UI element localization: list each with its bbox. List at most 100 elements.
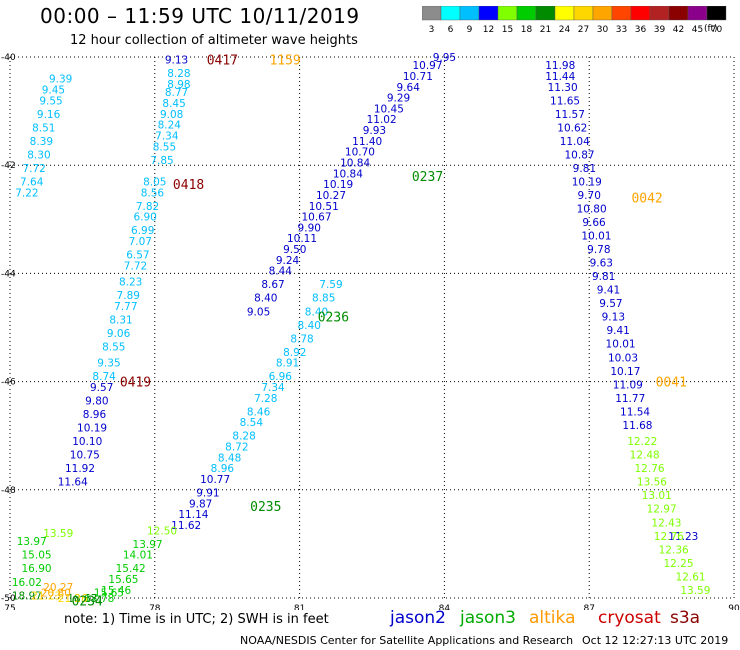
pass-time-label: 0237 [412, 170, 443, 185]
swh-data-point: 10.01 [606, 339, 636, 351]
swh-data-point: 8.85 [312, 293, 335, 305]
swh-data-point: 9.91 [196, 488, 219, 500]
swh-data-point: 10.97 [412, 60, 442, 72]
swh-data-point: 11.40 [352, 136, 382, 148]
footnote: note: 1) Time is in UTC; 2) SWH is in fe… [64, 612, 329, 627]
colorbar-tick: 15 [502, 25, 513, 35]
swh-data-point: 15.05 [22, 550, 52, 562]
swh-data-point: 11.65 [550, 95, 580, 107]
swh-data-point: 9.80 [85, 396, 108, 408]
swh-data-point: 11.54 [620, 406, 650, 418]
swh-data-point: 11.64 [58, 477, 88, 489]
x-tick-label: 75 [4, 604, 15, 610]
swh-data-point: 7.34 [155, 130, 179, 142]
swh-data-point: 9.13 [165, 55, 188, 67]
swh-data-point: 8.96 [211, 463, 235, 475]
swh-data-point: 8.46 [247, 406, 271, 418]
swh-data-point: 8.30 [27, 149, 50, 161]
swh-data-point: 10.84 [333, 168, 363, 180]
colorbar-tick: 21 [540, 25, 551, 35]
swh-data-point: 12.36 [659, 544, 689, 556]
swh-data-point: 15.46 [101, 585, 131, 597]
swh-data-point: 10.27 [316, 190, 346, 202]
swh-data-point: 8.40 [305, 306, 328, 318]
swh-data-point: 10.77 [200, 474, 230, 486]
swh-data-point: 11.04 [560, 136, 590, 148]
swh-data-point: 7.72 [22, 163, 45, 175]
swh-data-point: 8.31 [109, 314, 132, 326]
y-tick-label: -42 [1, 161, 16, 171]
swh-data-point: 11.62 [171, 520, 201, 532]
swh-data-point: 20.27 [43, 582, 73, 594]
swh-data-point: 7.64 [20, 176, 44, 188]
swh-data-point: 9.08 [160, 109, 183, 121]
swh-data-point: 9.57 [599, 298, 622, 310]
swh-data-point: 10.11 [287, 233, 317, 245]
swh-data-point: 11.02 [367, 114, 397, 126]
colorbar-tick: 42 [673, 25, 684, 35]
swh-data-point: 9.41 [606, 325, 629, 337]
swh-data-point: 21.26 [58, 593, 88, 605]
swh-data-point: 7.59 [319, 279, 342, 291]
swh-data-point: 9.70 [578, 190, 601, 202]
swh-data-point: 8.28 [167, 68, 190, 80]
swh-data-point: 20.80 [41, 588, 71, 600]
swh-data-point: 8.98 [167, 79, 190, 91]
swh-data-point: 8.56 [141, 187, 165, 199]
legend-s3a: s3a [670, 608, 701, 628]
swh-data-point: 10.84 [340, 157, 370, 169]
swh-data-point: 11.98 [545, 60, 575, 72]
page-subtitle: 12 hour collection of altimeter wave hei… [70, 33, 358, 48]
swh-data-point: 10.51 [309, 201, 339, 213]
swh-data-point: 11.44 [545, 71, 575, 83]
pass-time-label: 0041 [656, 376, 687, 391]
swh-data-point: 10.10 [72, 436, 102, 448]
colorbar-tick: 36 [635, 25, 647, 35]
credit-text: NOAA/NESDIS Center for Satellite Applica… [240, 634, 574, 647]
swh-data-point: 9.95 [433, 52, 456, 64]
colorbar-tick: 70 [711, 25, 723, 35]
x-tick-label: 78 [149, 604, 161, 610]
swh-data-point: 7.89 [117, 290, 140, 302]
swh-data-point: 11.68 [622, 420, 652, 432]
swh-data-point: 10.19 [572, 176, 602, 188]
pass-time-label: 0236 [318, 311, 349, 326]
pass-time-label: 0417 [207, 54, 238, 69]
swh-data-point: 11.23 [668, 531, 698, 543]
swh-data-point: 7.72 [124, 260, 147, 272]
legend-jason2: jason2 [390, 608, 446, 628]
colorbar-tick: 9 [467, 25, 473, 35]
swh-data-point: 9.13 [602, 312, 625, 324]
x-tick-label: 90 [728, 604, 740, 610]
pass-time-label: 0235 [250, 500, 281, 515]
swh-data-point: 8.92 [283, 347, 306, 359]
swh-data-point: 7.34 [261, 382, 285, 394]
swh-data-point: 8.77 [165, 87, 188, 99]
swh-data-point: 12.50 [147, 525, 177, 537]
swh-data-point: 8.55 [102, 341, 125, 353]
swh-data-point: 9.06 [107, 328, 131, 340]
swh-data-point: 10.01 [581, 231, 611, 243]
swh-data-point: 8.51 [32, 122, 55, 134]
x-tick-label: 84 [439, 604, 451, 610]
generated-timestamp: Oct 12 12:27:13 UTC 2019 [582, 634, 729, 647]
swh-data-point: 10.80 [577, 203, 607, 215]
swh-data-point: 9.35 [97, 358, 120, 370]
swh-data-point: 10.17 [610, 366, 640, 378]
swh-data-point: 12.22 [627, 436, 657, 448]
colorbar-tick: 3 [429, 25, 435, 35]
swh-data-point: 9.57 [90, 382, 113, 394]
swh-data-point: 12.97 [647, 504, 677, 516]
colorbar-tick: 39 [654, 25, 666, 35]
swh-data-point: 13.59 [43, 528, 73, 540]
swh-data-point: 11.92 [65, 463, 95, 475]
swh-data-point: 9.45 [42, 84, 65, 96]
swh-data-point: 21.23 [31, 590, 61, 602]
swh-data-point: 12.76 [635, 463, 665, 475]
swh-data-point: 6.90 [133, 212, 156, 224]
pass-time-label: 0234 [72, 595, 103, 610]
colorbar-unit: (ft) [704, 24, 718, 34]
swh-data-point: 12.61 [676, 571, 706, 583]
swh-data-point: 8.39 [30, 136, 53, 148]
swh-data-point: 11.57 [555, 109, 585, 121]
